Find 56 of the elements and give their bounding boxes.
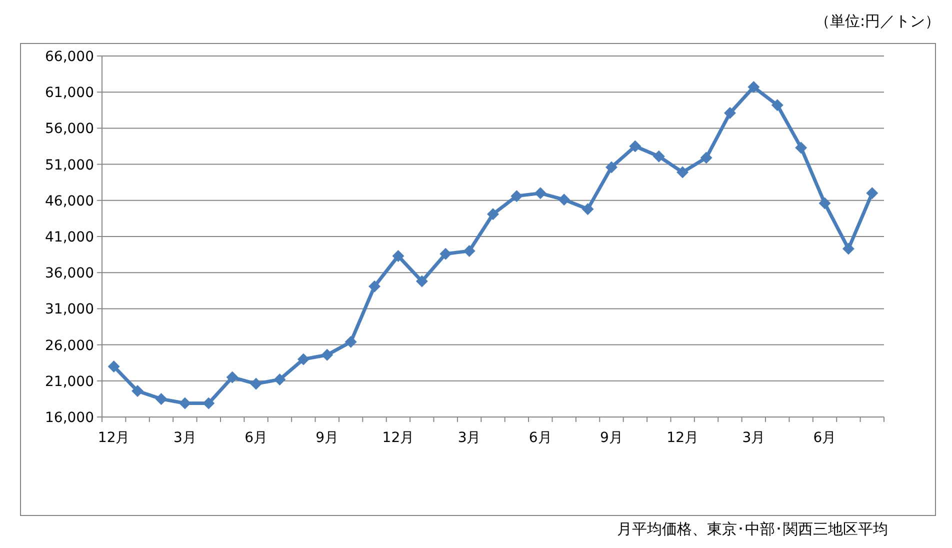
x-tick-label: 12月: [98, 430, 130, 446]
point: [297, 353, 310, 366]
y-tick-label: 46,000: [45, 193, 94, 210]
point: [842, 242, 854, 255]
y-tick-label: 16,000: [45, 410, 94, 426]
point: [155, 392, 168, 405]
y-tick-label: 41,000: [45, 230, 94, 246]
y-tick-label: 56,000: [45, 121, 94, 138]
y-tick-label: 66,000: [45, 49, 94, 65]
point: [274, 373, 286, 386]
point: [132, 385, 144, 398]
x-tick-label: 3月: [173, 430, 196, 446]
point: [108, 360, 120, 372]
x-tick-label: 9月: [316, 430, 339, 446]
point: [510, 190, 523, 202]
point: [392, 250, 404, 262]
point: [700, 152, 712, 164]
y-tick-label: 31,000: [45, 302, 94, 318]
x-tick-label: 12月: [382, 430, 414, 446]
point: [344, 336, 357, 348]
point: [629, 140, 642, 152]
y-tick-label: 51,000: [45, 157, 94, 174]
x-tick-label: 6月: [244, 430, 268, 446]
point: [440, 248, 452, 260]
y-tick-label: 61,000: [45, 85, 94, 102]
point: [652, 150, 665, 162]
x-tick-label: 9月: [600, 430, 623, 446]
point: [487, 208, 499, 220]
x-tick-label: 3月: [458, 430, 481, 446]
point: [748, 81, 760, 94]
y-tick-label: 36,000: [45, 266, 94, 282]
x-tick-label: 6月: [813, 430, 836, 446]
x-tick-label: 6月: [528, 430, 552, 446]
point: [771, 99, 784, 112]
point: [818, 197, 831, 210]
text: 月平均価格、東京･中部･関西三地区平均: [617, 520, 888, 538]
point: [463, 244, 476, 257]
y-tick-label: 26,000: [45, 338, 94, 354]
point: [795, 142, 808, 154]
text: （単位:円／トン）: [814, 12, 940, 30]
point: [250, 378, 262, 390]
y-tick-label: 21,000: [45, 374, 94, 390]
point: [866, 187, 878, 200]
point: [178, 397, 191, 410]
point: [582, 203, 594, 216]
x-tick-label: 3月: [742, 430, 766, 446]
point: [368, 280, 381, 292]
point: [558, 194, 570, 206]
point: [416, 275, 428, 288]
point: [226, 371, 238, 384]
point: [605, 161, 618, 174]
x-tick-label: 12月: [666, 430, 698, 446]
point: [676, 166, 689, 178]
point: [724, 107, 736, 120]
point: [534, 187, 546, 200]
point: [321, 348, 334, 361]
